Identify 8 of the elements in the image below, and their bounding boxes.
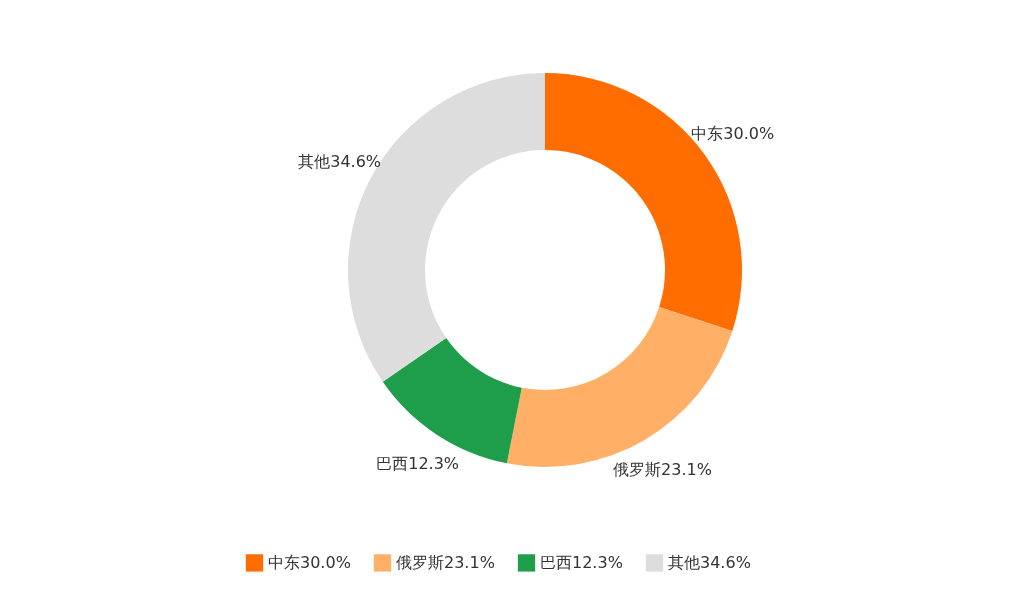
legend-label: 巴西12.3% [540,552,623,572]
slice-label: 巴西12.3% [376,453,460,473]
legend-label: 俄罗斯23.1% [396,552,495,572]
legend-label: 其他34.6% [668,552,751,572]
legend-label: 中东30.0% [268,552,351,572]
slice-label: 中东30.0% [691,123,775,143]
slice-label: 俄罗斯23.1% [613,460,712,480]
slice-label: 其他34.6% [298,152,382,172]
